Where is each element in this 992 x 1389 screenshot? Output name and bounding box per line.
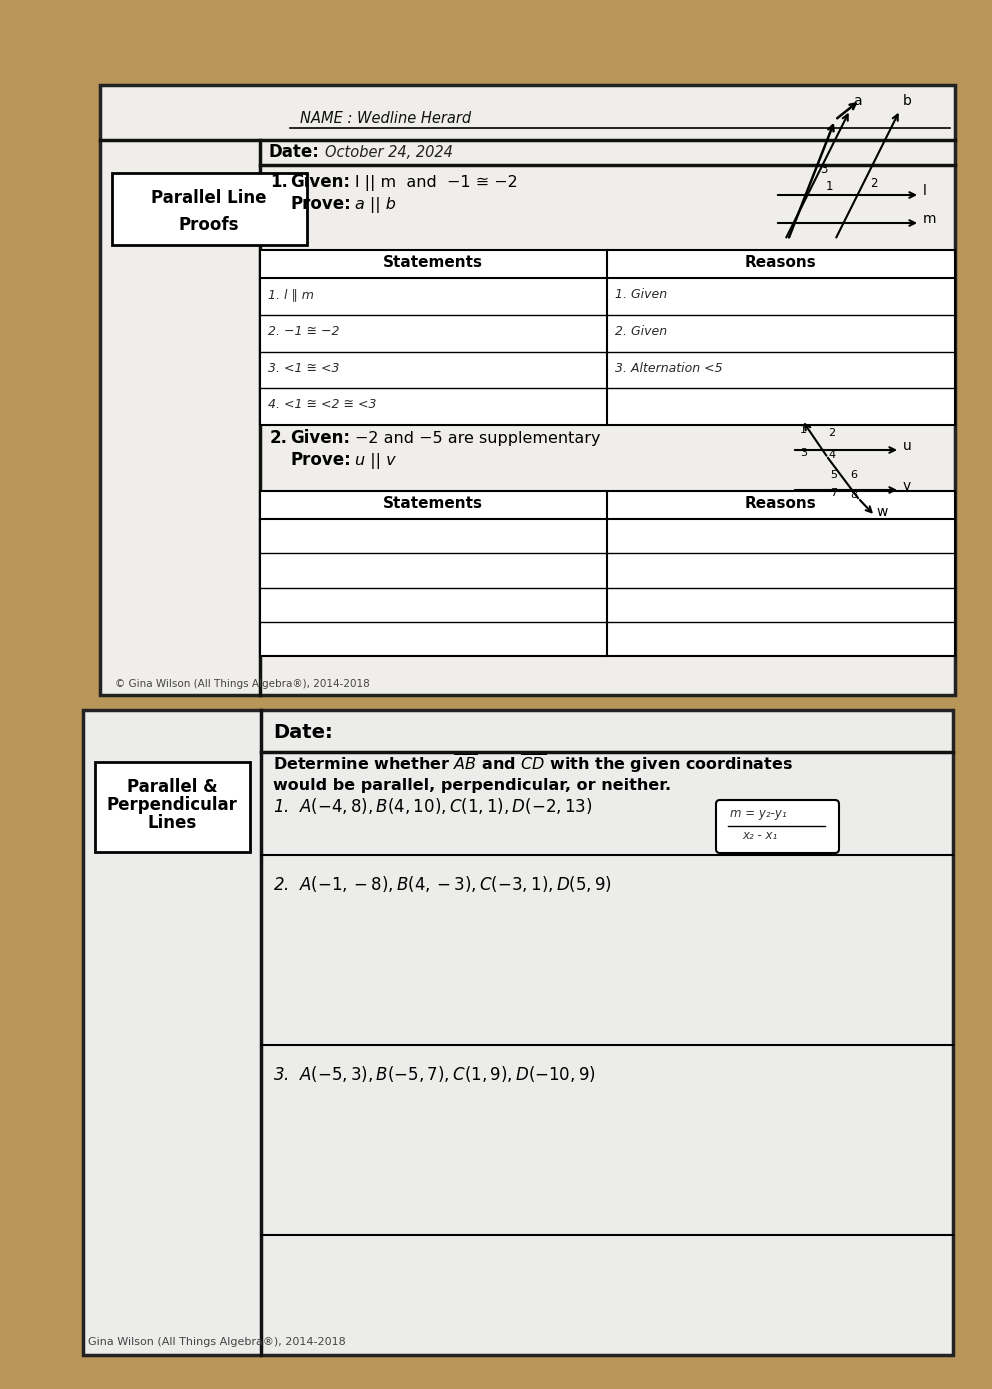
Text: 2.  $A(-1, -8), B(4, -3), C(-3, 1), D(5, 9)$: 2. $A(-1, -8), B(4, -3), C(-3, 1), D(5, … xyxy=(273,874,612,895)
Text: NAME : Wedline Herard: NAME : Wedline Herard xyxy=(300,111,471,126)
Text: Parallel Line: Parallel Line xyxy=(151,189,267,207)
Text: m: m xyxy=(923,213,936,226)
Text: 1. l ∥ m: 1. l ∥ m xyxy=(268,288,313,301)
Text: October 24, 2024: October 24, 2024 xyxy=(325,144,453,160)
Text: 4. <1 ≅ <2 ≅ <3: 4. <1 ≅ <2 ≅ <3 xyxy=(268,399,377,411)
Text: 6: 6 xyxy=(850,469,857,481)
Text: 1: 1 xyxy=(800,425,807,435)
Bar xyxy=(112,174,307,244)
Text: 7: 7 xyxy=(830,488,837,499)
Text: Statements: Statements xyxy=(383,496,483,511)
Text: 1: 1 xyxy=(826,181,833,193)
Text: Gina Wilson (All Things Algebra®), 2014-2018: Gina Wilson (All Things Algebra®), 2014-… xyxy=(88,1338,346,1347)
Text: Given:: Given: xyxy=(290,174,350,192)
Text: v: v xyxy=(903,479,912,493)
Bar xyxy=(260,250,955,425)
Text: u || v: u || v xyxy=(355,453,396,469)
Text: Prove:: Prove: xyxy=(290,194,351,213)
Bar xyxy=(95,763,250,851)
Text: 8: 8 xyxy=(850,490,857,500)
Text: x₂ - x₁: x₂ - x₁ xyxy=(742,829,778,842)
Text: Lines: Lines xyxy=(148,814,196,832)
Text: Reasons: Reasons xyxy=(745,496,816,511)
Text: 1.: 1. xyxy=(270,174,288,192)
Text: Date:: Date: xyxy=(268,143,318,161)
Text: l || m  and  −1 ≅ −2: l || m and −1 ≅ −2 xyxy=(355,175,518,192)
Text: Statements: Statements xyxy=(383,256,483,269)
Text: 3. <1 ≅ <3: 3. <1 ≅ <3 xyxy=(268,361,339,375)
Text: would be parallel, perpendicular, or neither.: would be parallel, perpendicular, or nei… xyxy=(273,778,672,793)
Text: 1.  $A(-4, 8), B(4, 10), C(1, 1), D(-2, 13)$: 1. $A(-4, 8), B(4, 10), C(1, 1), D(-2, 1… xyxy=(273,796,592,815)
Text: Date:: Date: xyxy=(273,724,332,742)
Text: 3. Alternation <5: 3. Alternation <5 xyxy=(615,361,722,375)
Bar xyxy=(83,710,953,1356)
Text: b: b xyxy=(903,94,912,108)
Text: 2: 2 xyxy=(828,428,835,438)
Text: 3.  $A(-5, 3), B(-5, 7), C(1, 9), D(-10, 9)$: 3. $A(-5, 3), B(-5, 7), C(1, 9), D(-10, … xyxy=(273,1064,596,1083)
Text: Determine whether $\overline{AB}$ and $\overline{CD}$ with the given coordinates: Determine whether $\overline{AB}$ and $\… xyxy=(273,751,793,775)
Text: Given:: Given: xyxy=(290,429,350,447)
Text: −2 and −5 are supplementary: −2 and −5 are supplementary xyxy=(355,431,600,446)
Bar xyxy=(100,85,955,694)
Text: m = y₂-y₁: m = y₂-y₁ xyxy=(730,807,787,820)
FancyBboxPatch shape xyxy=(716,800,839,853)
Text: 2: 2 xyxy=(870,176,878,190)
Text: Prove:: Prove: xyxy=(290,451,351,469)
Bar xyxy=(260,490,955,656)
Text: 3: 3 xyxy=(820,163,827,176)
Text: Proofs: Proofs xyxy=(179,217,239,233)
Text: 4: 4 xyxy=(828,450,835,460)
Text: 2.: 2. xyxy=(270,429,288,447)
Text: 2. Given: 2. Given xyxy=(615,325,668,338)
Text: Parallel &: Parallel & xyxy=(127,778,217,796)
Text: 5: 5 xyxy=(830,469,837,481)
Text: Reasons: Reasons xyxy=(745,256,816,269)
Text: 3: 3 xyxy=(800,449,807,458)
Text: 2. −1 ≅ −2: 2. −1 ≅ −2 xyxy=(268,325,339,338)
Text: a: a xyxy=(853,94,862,108)
Text: u: u xyxy=(903,439,912,453)
Text: 1. Given: 1. Given xyxy=(615,288,668,301)
Text: Perpendicular: Perpendicular xyxy=(106,796,237,814)
Text: w: w xyxy=(876,506,888,519)
Text: © Gina Wilson (All Things Algebra®), 2014-2018: © Gina Wilson (All Things Algebra®), 201… xyxy=(115,679,370,689)
Text: a || b: a || b xyxy=(355,197,396,213)
Text: l: l xyxy=(923,183,927,199)
